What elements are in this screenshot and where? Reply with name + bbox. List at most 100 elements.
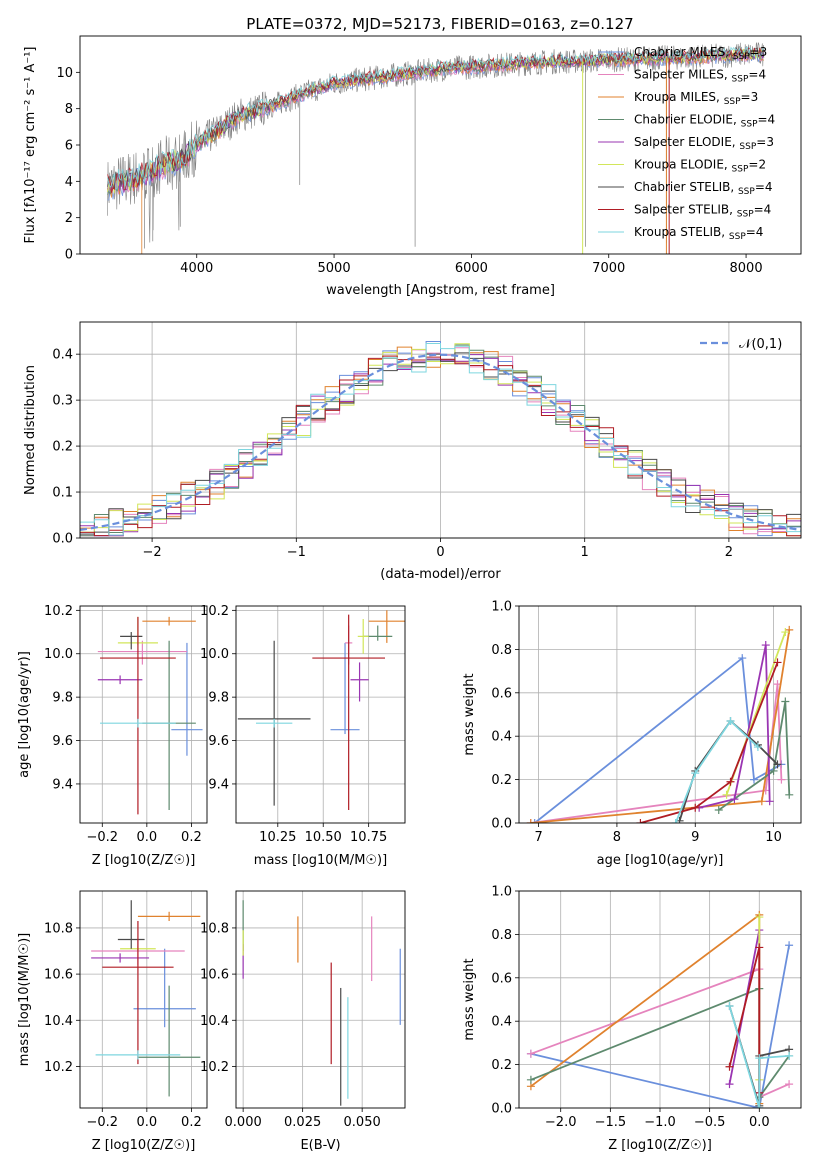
weight-vs-age-marker-chabrier-elodie-0 <box>714 805 723 814</box>
weight-vs-age-xtick-label-3: 10 <box>765 830 782 845</box>
weight-vs-age-marker-chabrier-elodie-2 <box>781 697 790 706</box>
age-vs-mass-ytick-label-0: 9.4 <box>208 777 229 792</box>
weight-vs-z-line-kroupa-miles <box>530 913 761 1104</box>
age-vs-mass-ytick-label-4: 10.2 <box>200 604 229 619</box>
mass-vs-ebv-ytick-label-1: 10.4 <box>200 1014 229 1029</box>
legend-label-text: Kroupa STELIB, <box>634 225 729 239</box>
residuals-xtick-label-2: 0 <box>436 545 444 560</box>
weight-vs-age-marker-chabrier-miles-0 <box>530 819 539 823</box>
plot-layer <box>80 42 801 1108</box>
mass-vs-z-xtick-label-0: −0.2 <box>86 1115 118 1130</box>
legend-label-subscript: SSP <box>732 165 749 175</box>
weight-vs-z-ytick-label-3: 0.6 <box>491 971 512 986</box>
weight-vs-age-marker-kroupa-miles-1 <box>757 797 766 806</box>
weight-vs-age-xlabel: age [log10(age/yr)] <box>597 853 724 868</box>
residuals-ytick-label-4: 0.4 <box>52 348 73 363</box>
weight-vs-z-line-salpeter-elodie <box>728 929 761 1093</box>
weight-vs-z-xlabel: Z [log10(Z/Z☉)] <box>608 1138 712 1153</box>
legend-label-count: =3 <box>741 90 759 104</box>
weight-vs-age-marker-kroupa-miles-0 <box>526 819 535 823</box>
weight-vs-age-line-salpeter-elodie <box>698 644 771 809</box>
weight-vs-age-marker-salpeter-stelib-3 <box>773 658 782 667</box>
legend-label-chabrier-miles: Chabrier MILES, SSP=3 <box>634 45 767 62</box>
weight-vs-age-ytick-label-2: 0.4 <box>491 730 512 745</box>
legend-label-text: Chabrier ELODIE, <box>634 113 741 127</box>
weight-vs-age-marker-kroupa-stelib-0 <box>671 819 680 823</box>
weight-vs-age-marker-salpeter-elodie-1 <box>730 795 739 804</box>
residuals-xtick-label-4: 2 <box>725 545 733 560</box>
mass-vs-z-ytick-label-0: 10.2 <box>44 1060 73 1075</box>
age-vs-z-ytick-label-1: 9.6 <box>52 734 73 749</box>
weight-vs-z-ytick-label-1: 0.2 <box>491 1058 512 1073</box>
histogram-salpeter-stelib <box>80 355 801 537</box>
spectrum-xtick-label-0: 4000 <box>180 261 213 276</box>
mass-vs-z-xtick-label-1: 0.0 <box>136 1115 157 1130</box>
spectrum-ytick-label-5: 10 <box>56 66 73 81</box>
mass-vs-ebv-ytick-label-0: 10.2 <box>200 1060 229 1075</box>
weight-vs-age-ytick-label-3: 0.6 <box>491 686 512 701</box>
spectrum-ytick-label-0: 0 <box>65 248 73 263</box>
weight-vs-z-ytick-label-0: 0.0 <box>491 1102 512 1117</box>
weight-vs-age-marker-salpeter-stelib-0 <box>636 819 645 823</box>
legend-label-count: =2 <box>748 158 766 172</box>
weight-vs-z-marker-kroupa-stelib-1 <box>755 1104 764 1108</box>
legend-label-salpeter-stelib: Salpeter STELIB, SSP=4 <box>634 203 771 220</box>
age-vs-mass-xlabel: mass [log10(M/M☉)] <box>254 853 387 868</box>
residuals-ytick-label-1: 0.1 <box>52 486 73 501</box>
residuals-ytick-label-3: 0.3 <box>52 394 73 409</box>
weight-vs-age-marker-salpeter-stelib-2 <box>726 777 735 786</box>
legend-label-text: Salpeter STELIB, <box>634 203 737 217</box>
residuals-xtick-label-0: −2 <box>143 545 162 560</box>
histogram-kroupa-stelib <box>80 342 801 536</box>
weight-vs-age-marker-chabrier-elodie-1 <box>769 766 778 775</box>
weight-vs-z-lines <box>526 910 794 1108</box>
age-vs-z-xtick-label-1: 0.0 <box>136 830 157 845</box>
weight-vs-z-ytick-label-4: 0.8 <box>491 928 512 943</box>
weight-vs-age-marker-salpeter-stelib-1 <box>691 803 700 812</box>
age-vs-mass-ytick-label-3: 10.0 <box>200 647 229 662</box>
legend-label-text: Salpeter MILES, <box>634 68 732 82</box>
mass-vs-ebv-points <box>242 900 401 1106</box>
weight-vs-z-frame <box>518 890 802 1109</box>
age-vs-z-ytick-label-0: 9.4 <box>52 777 73 792</box>
weight-vs-age-marker-chabrier-miles-2 <box>750 775 758 784</box>
normal-distribution-curve <box>80 353 801 531</box>
weight-vs-age-marker-kroupa-elodie-1 <box>781 628 790 637</box>
mass-vs-ebv-xtick-label-2: 0.050 <box>344 1115 381 1130</box>
residuals-xtick-label-1: −1 <box>287 545 306 560</box>
legend-label-subscript: SSP <box>737 210 754 220</box>
age-vs-mass-xtick-label-0: 10.25 <box>259 830 296 845</box>
mass-vs-z-ytick-label-1: 10.4 <box>44 1014 73 1029</box>
weight-vs-z-marker-chabrier-elodie-0 <box>526 1075 535 1084</box>
figure-title: PLATE=0372, MJD=52173, FIBERID=0163, z=0… <box>246 15 633 33</box>
legend-label-text: Kroupa ELODIE, <box>634 158 732 172</box>
histogram-kroupa-elodie <box>80 343 801 537</box>
spectrum-ytick-label-1: 2 <box>65 211 73 226</box>
weight-vs-age-marker-kroupa-stelib-2 <box>726 717 735 726</box>
grid-layer <box>80 322 801 1109</box>
legend-label-chabrier-stelib: Chabrier STELIB, SSP=4 <box>634 180 773 197</box>
residuals-ytick-label-2: 0.2 <box>52 440 73 455</box>
weight-vs-age-marker-chabrier-stelib-4 <box>773 760 782 769</box>
weight-vs-age-line-salpeter-stelib <box>640 662 779 823</box>
legend-label-count: =4 <box>748 68 766 82</box>
weight-vs-z-xtick-label-4: 0.0 <box>749 1115 770 1130</box>
legend-label-text: Chabrier MILES, <box>634 45 733 59</box>
legend-label-subscript: SSP <box>738 187 755 197</box>
legend-label-kroupa-elodie: Kroupa ELODIE, SSP=2 <box>634 158 766 175</box>
weight-vs-z-marker-salpeter-elodie-0 <box>725 1080 734 1089</box>
legend-label-count: =4 <box>758 113 776 127</box>
weight-vs-age-xtick-label-0: 7 <box>534 830 542 845</box>
weight-vs-z-marker-salpeter-stelib-1 <box>755 943 764 952</box>
legend-label-subscript: SSP <box>732 75 749 85</box>
weight-vs-age-marker-salpeter-elodie-3 <box>765 797 774 806</box>
mass-vs-z-xtick-label-2: 0.2 <box>181 1115 202 1130</box>
spectrum-ytick-label-4: 8 <box>65 102 73 117</box>
weight-vs-z-ylabel: mass weight <box>462 958 477 1040</box>
residuals-ytick-label-0: 0.0 <box>52 532 73 547</box>
spectrum-xtick-label-1: 5000 <box>318 261 351 276</box>
residuals-xlabel: (data-model)/error <box>380 567 501 582</box>
mass-vs-ebv-ytick-label-3: 10.8 <box>200 921 229 936</box>
spectrum-xtick-label-3: 7000 <box>592 261 625 276</box>
weight-vs-age-frame <box>518 605 802 824</box>
